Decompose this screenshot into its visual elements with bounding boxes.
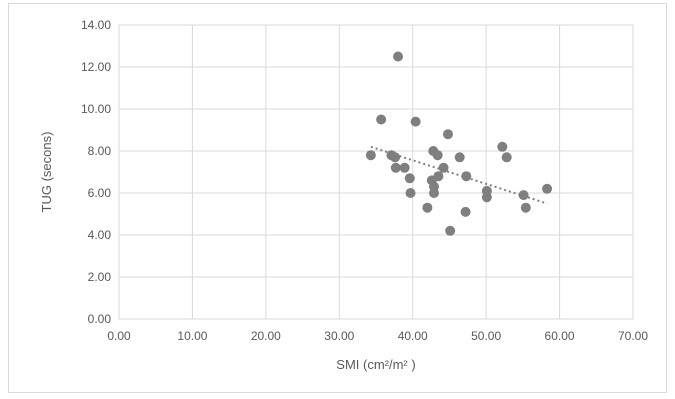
vertical-gridlines [118, 25, 634, 319]
trendline-group [370, 145, 548, 205]
data-point [410, 116, 421, 127]
data-point [429, 188, 440, 198]
y-tick-label: 2.00 [88, 270, 112, 284]
data-point [438, 162, 449, 173]
x-tick-label: 30.00 [324, 329, 354, 343]
x-tick-label: 70.00 [618, 329, 648, 343]
data-point [393, 51, 404, 62]
y-tick-label: 10.00 [81, 102, 111, 116]
data-point [542, 183, 553, 194]
data-point [460, 206, 471, 217]
data-point [433, 171, 444, 182]
data-point [445, 225, 456, 236]
x-tick-label: 50.00 [471, 329, 501, 343]
data-point [442, 129, 453, 140]
x-tick-label: 10.00 [177, 329, 207, 343]
scatter-chart: 0.00 2.00 4.00 6.00 8.00 10.00 12.00 14.00 0.00… [39, 18, 648, 372]
data-point [390, 152, 401, 163]
x-tick-label: 40.00 [398, 329, 428, 343]
data-point [497, 141, 508, 152]
data-point [518, 190, 529, 201]
data-point [365, 150, 376, 161]
x-tick-labels: 0.00 10.00 20.00 30.00 40.00 50.00 60.00 70.00 [107, 329, 648, 343]
data-points [365, 51, 553, 236]
x-tick-label: 60.00 [545, 329, 575, 343]
x-tick-label: 0.00 [107, 329, 131, 343]
data-point [481, 185, 492, 196]
y-tick-label: 12.00 [81, 60, 111, 74]
data-point [376, 114, 387, 125]
data-point [422, 202, 433, 213]
y-tick-label: 8.00 [88, 144, 112, 158]
data-point [405, 188, 416, 198]
data-point [461, 171, 472, 182]
x-tick-label: 20.00 [251, 329, 281, 343]
trendline [370, 145, 548, 205]
data-point [432, 150, 443, 161]
horizontal-gridlines [119, 24, 633, 320]
x-axis-title: SMI (cm²/m² ) [336, 357, 415, 372]
y-tick-label: 0.00 [88, 312, 112, 326]
data-point [501, 152, 512, 163]
data-point [454, 152, 465, 163]
y-tick-label: 14.00 [81, 18, 111, 32]
chart-frame: 0.00 2.00 4.00 6.00 8.00 10.00 12.00 14.00 0.00… [8, 3, 667, 393]
y-tick-label: 6.00 [88, 186, 112, 200]
data-point [404, 173, 415, 184]
data-point [399, 162, 410, 173]
y-axis-title: TUG (secons) [39, 132, 54, 213]
data-point [520, 202, 531, 213]
y-tick-labels: 0.00 2.00 4.00 6.00 8.00 10.00 12.00 14.00 [81, 18, 111, 326]
data-point [390, 162, 401, 173]
y-tick-label: 4.00 [88, 228, 112, 242]
